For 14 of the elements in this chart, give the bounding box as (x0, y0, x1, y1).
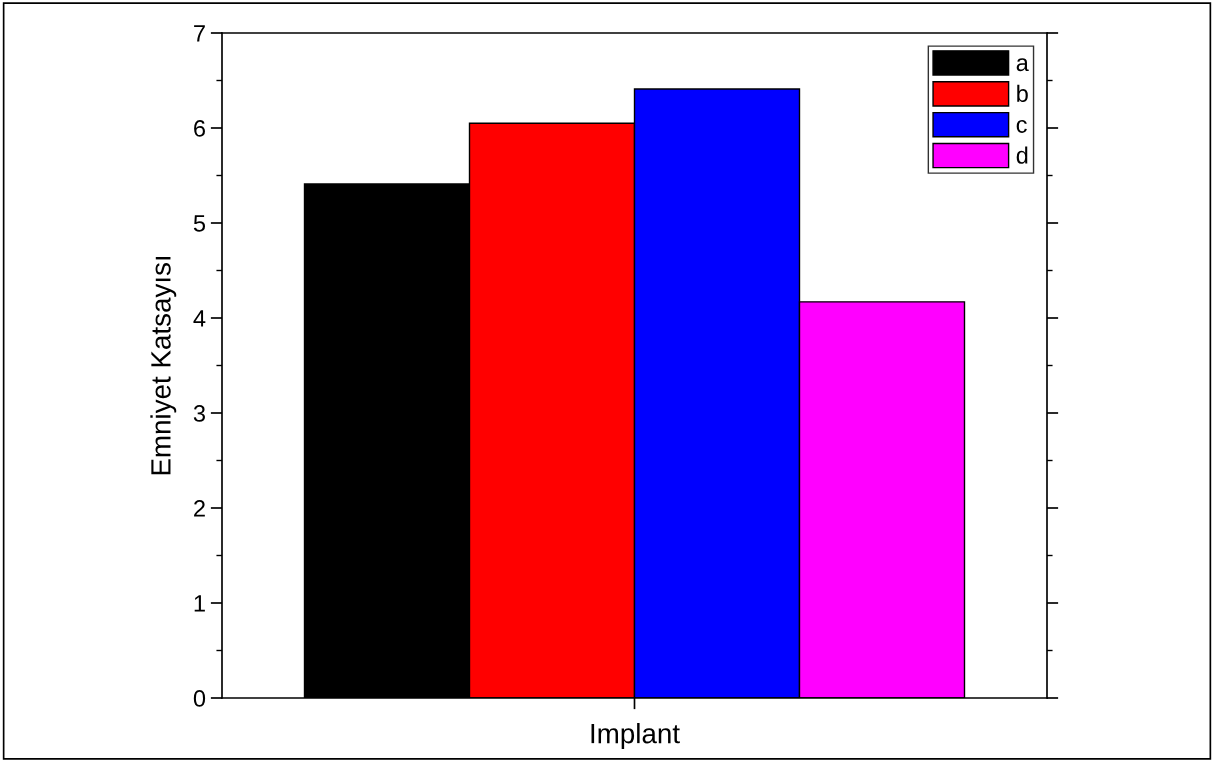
legend-label: d (1016, 146, 1028, 164)
x-tick-label: Implant (591, 723, 680, 749)
y-tick-label: 0 (193, 690, 206, 707)
y-tick-label: 2 (194, 500, 205, 517)
y-tick-label: 3 (193, 405, 205, 422)
legend-label: c (1016, 119, 1027, 133)
y-tick-label: 7 (194, 25, 205, 42)
y-tick-label: 5 (193, 215, 206, 232)
legend-label: a (1016, 58, 1029, 72)
y-tick-label: 4 (193, 310, 206, 327)
y-axis-title: Emniyet Katsayısı (150, 256, 177, 475)
legend-label: b (1017, 84, 1028, 103)
y-tick-label: 6 (194, 120, 205, 137)
y-tick-label: 1 (194, 595, 205, 612)
